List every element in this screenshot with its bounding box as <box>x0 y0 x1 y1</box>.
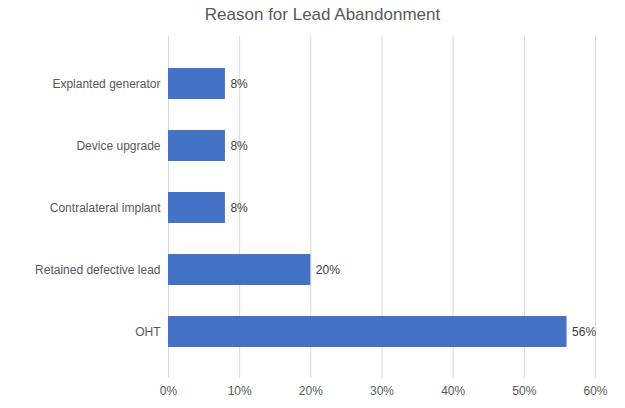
svg-text:56%: 56% <box>572 325 596 339</box>
svg-text:20%: 20% <box>299 384 323 398</box>
svg-text:8%: 8% <box>230 77 248 91</box>
svg-text:Retained defective lead: Retained defective lead <box>35 263 160 277</box>
svg-text:30%: 30% <box>370 384 394 398</box>
svg-text:20%: 20% <box>316 263 340 277</box>
svg-text:8%: 8% <box>230 139 248 153</box>
html-text:Reason for Lead Abandonment: Reason for Lead Abandonment <box>204 5 441 24</box>
svg-text:Contralateral implant: Contralateral implant <box>50 201 161 215</box>
svg-text:60%: 60% <box>583 384 607 398</box>
svg-text:40%: 40% <box>441 384 465 398</box>
svg-text:8%: 8% <box>230 201 248 215</box>
svg-text:Explanted generator: Explanted generator <box>52 77 160 91</box>
svg-text:50%: 50% <box>512 384 536 398</box>
svg-text:OHT: OHT <box>135 325 161 339</box>
svg-text:10%: 10% <box>228 384 252 398</box>
svg-text:0%: 0% <box>160 384 178 398</box>
svg-text:Device upgrade: Device upgrade <box>76 139 160 153</box>
